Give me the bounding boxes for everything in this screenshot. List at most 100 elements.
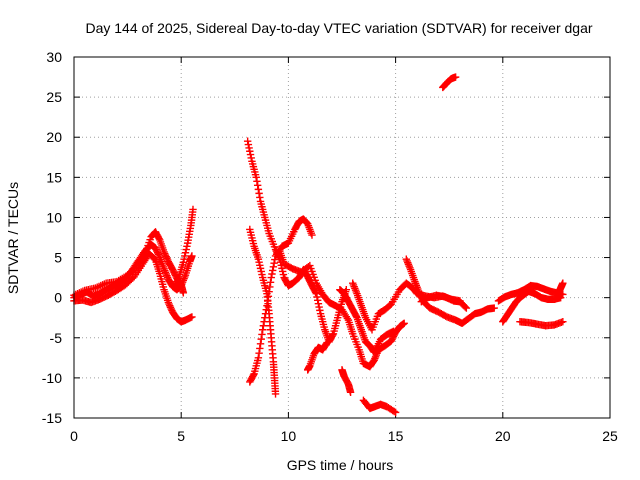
data-point <box>189 205 197 214</box>
data-point <box>307 264 315 273</box>
data-point <box>265 287 273 296</box>
data-point <box>258 330 266 339</box>
y-tick-label: 15 <box>46 169 62 185</box>
data-point <box>257 335 265 343</box>
data-point <box>559 279 567 287</box>
series-track-3 <box>70 228 188 299</box>
data-point <box>269 263 278 271</box>
data-point <box>310 273 318 282</box>
data-point <box>559 318 567 326</box>
data-point <box>255 258 263 266</box>
x-tick-label: 0 <box>70 428 78 444</box>
data-point <box>243 137 252 145</box>
data-point <box>188 313 196 321</box>
data-point <box>259 322 268 330</box>
x-tick-label: 5 <box>177 428 185 444</box>
data-point <box>246 150 255 159</box>
data-point <box>306 261 314 270</box>
data-point <box>179 289 188 297</box>
data-point <box>322 340 330 348</box>
data-point <box>278 267 287 276</box>
x-tick-label: 20 <box>495 428 511 444</box>
data-point <box>256 344 264 353</box>
data-point <box>400 319 408 328</box>
data-point <box>261 310 270 318</box>
data-point <box>316 306 324 315</box>
data-point <box>180 255 188 263</box>
data-point <box>260 318 268 326</box>
data-point <box>268 270 276 278</box>
y-tick-label: 0 <box>54 290 62 306</box>
data-point <box>253 177 261 186</box>
data-point <box>256 193 264 202</box>
data-point <box>252 173 260 182</box>
y-tick-label: -10 <box>42 370 62 386</box>
data-point <box>263 301 271 310</box>
data-point <box>266 278 275 286</box>
chart-title: Day 144 of 2025, Sidereal Day-to-day VTE… <box>85 20 592 36</box>
y-tick-label: 5 <box>54 250 62 266</box>
series-track-11 <box>338 366 355 397</box>
data-point <box>279 270 288 279</box>
series-track-18 <box>499 287 565 326</box>
data-point <box>263 297 272 305</box>
grid <box>74 57 610 418</box>
data-point <box>461 303 469 311</box>
series-track-4 <box>171 205 197 291</box>
data-point <box>262 306 270 314</box>
data-point <box>256 264 265 273</box>
data-point <box>141 250 149 259</box>
series-track-5 <box>243 137 350 346</box>
y-tick-label: -5 <box>50 330 63 346</box>
data-point <box>271 255 279 264</box>
data-point <box>183 242 191 251</box>
data-point <box>556 293 565 302</box>
data-point <box>146 235 154 244</box>
data-point <box>144 241 152 250</box>
data-point <box>246 147 254 155</box>
data-point <box>312 289 320 298</box>
data-point <box>246 228 255 236</box>
data-point <box>255 189 263 198</box>
series-track-14 <box>402 255 498 328</box>
data-point <box>278 264 286 273</box>
data-point <box>266 283 274 291</box>
data-point <box>143 244 151 253</box>
y-axis-label: SDTVAR / TECUs <box>5 182 21 294</box>
data-point <box>315 303 323 311</box>
y-tick-label: 25 <box>46 89 62 105</box>
series-track-6 <box>246 225 280 398</box>
data-point <box>308 231 316 239</box>
data-point <box>254 185 263 194</box>
data-point <box>246 225 254 234</box>
data-point <box>309 270 317 279</box>
data-point <box>346 388 355 397</box>
series-track-16 <box>439 73 460 92</box>
data-points <box>70 73 567 417</box>
data-point <box>258 326 267 334</box>
data-point <box>179 258 188 267</box>
series-track-8 <box>276 247 408 371</box>
x-axis-label: GPS time / hours <box>287 457 394 473</box>
series-track-7 <box>246 215 316 386</box>
data-point <box>188 252 196 260</box>
data-point <box>248 237 257 245</box>
x-tick-label: 15 <box>388 428 404 444</box>
y-tick-label: 30 <box>46 49 62 65</box>
data-point <box>308 267 316 276</box>
data-point <box>462 304 471 312</box>
data-point <box>142 247 150 256</box>
data-point <box>264 292 273 301</box>
data-point <box>256 340 265 348</box>
data-point <box>271 390 280 398</box>
series-track-20 <box>554 279 567 297</box>
axis-ticks: 0 5 10 15 20 25 -15 -10 -5 0 5 10 15 20 25 30 <box>42 49 618 444</box>
data-point <box>181 249 190 257</box>
series-track-19 <box>516 318 567 330</box>
data-point <box>268 266 277 275</box>
data-point <box>311 276 319 284</box>
series-track-12 <box>359 396 400 417</box>
data-point <box>247 154 255 162</box>
data-point <box>314 296 322 305</box>
